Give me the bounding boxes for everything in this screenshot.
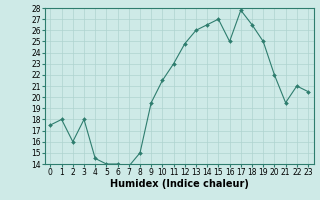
X-axis label: Humidex (Indice chaleur): Humidex (Indice chaleur)	[110, 179, 249, 189]
